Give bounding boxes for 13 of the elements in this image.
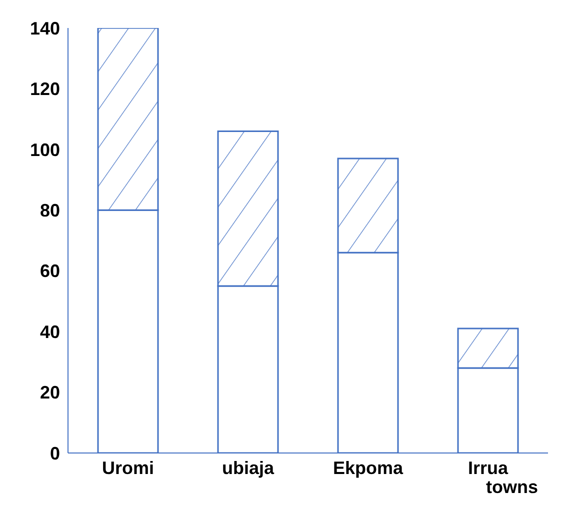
y-tick-label: 140	[30, 18, 60, 38]
y-tick-label: 80	[40, 200, 60, 221]
x-tick-label: ubiaja	[222, 458, 275, 478]
x-tick-label: Irrua	[468, 458, 509, 478]
x-axis-title: towns	[486, 477, 538, 497]
y-tick-label: 120	[30, 79, 60, 100]
x-tick-label: Uromi	[102, 458, 154, 478]
y-tick-label: 100	[30, 140, 60, 160]
y-tick-label: 40	[40, 322, 60, 342]
y-tick-label: 0	[50, 443, 60, 464]
y-tick-label: 20	[40, 382, 60, 403]
x-tick-label: Ekpoma	[332, 458, 404, 478]
y-tick-label: 60	[40, 261, 60, 282]
